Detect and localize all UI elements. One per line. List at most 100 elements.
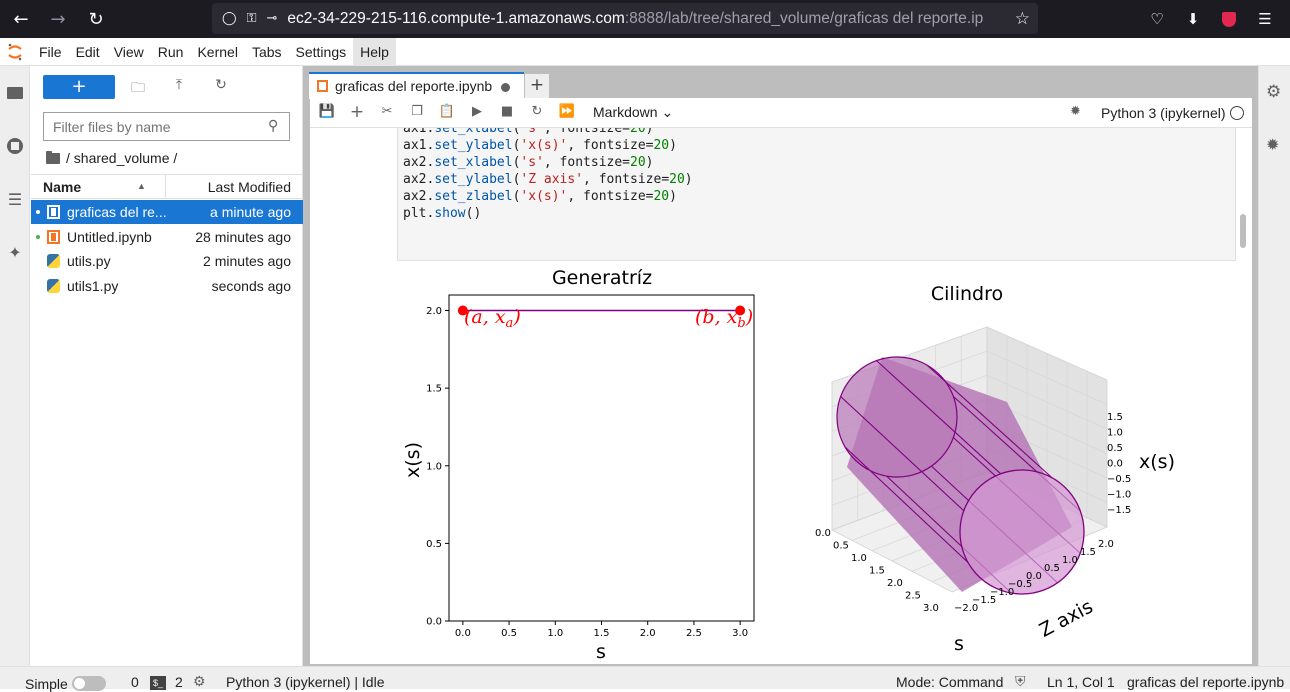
new-folder-icon[interactable]: 🗀 (131, 80, 145, 96)
url-text: ec2-34-229-215-116.compute-1.amazonaws.c… (287, 9, 984, 27)
y-tick-label: −0.5 (1008, 579, 1032, 590)
y-tick-label: −2.0 (954, 603, 978, 614)
tab-notebook[interactable]: graficas del reporte.ipynb (309, 72, 524, 99)
x-tick-label: 2.0 (887, 578, 903, 589)
menu-tabs[interactable]: Tabs (251, 43, 282, 60)
back-arrow-icon[interactable]: ← (13, 8, 29, 30)
column-name[interactable]: Name (43, 179, 82, 195)
kernel-name[interactable]: Python 3 (ipykernel) (1101, 105, 1226, 121)
add-tab-button[interactable]: + (525, 74, 549, 98)
menu-view[interactable]: View (113, 43, 144, 60)
generatriz-plot: Generatríz 0.0 0.5 1.0 1.5 2.0 2.5 3.0 0.0 0.5 1.… (402, 267, 755, 662)
fast-forward-icon[interactable]: ⏩ (558, 104, 576, 119)
terminal-count[interactable]: 0 (131, 674, 139, 690)
url-bar[interactable]: ◯ ⚿ ⊸ ec2-34-229-215-116.compute-1.amazo… (212, 3, 1038, 34)
property-inspector-icon[interactable]: ⚙ (1266, 82, 1282, 102)
lock-icon: ⚿ (246, 11, 257, 26)
code-text[interactable]: ax1.set_xlabel('s', fontsize=20) ax1.set… (403, 128, 693, 221)
bookmark-star-icon[interactable]: ☆ (1014, 9, 1030, 29)
file-row[interactable]: utils1.py seconds ago (31, 274, 303, 298)
cilindro-zlabel: x(s) (1139, 451, 1175, 473)
file-row[interactable]: Untitled.ipynb 28 minutes ago (31, 225, 303, 249)
file-row[interactable]: utils.py 2 minutes ago (31, 249, 303, 273)
generatriz-title: Generatríz (552, 267, 652, 289)
debugger-bug-icon[interactable]: ✹ (1266, 135, 1280, 154)
simple-mode-toggle[interactable] (72, 676, 106, 691)
column-last-modified[interactable]: Last Modified (207, 179, 291, 195)
running-icon[interactable] (4, 135, 26, 157)
x-tick-label: 1.0 (851, 553, 867, 564)
status-dot (36, 210, 40, 214)
right-activity-bar: ⚙ ✹ (1258, 66, 1290, 666)
toc-icon[interactable]: ☰ (7, 189, 23, 209)
menu-help[interactable]: Help (353, 37, 396, 66)
y-tick-label: −1.0 (990, 587, 1014, 598)
surface-ruling (844, 446, 969, 564)
save-icon[interactable]: 💾 (318, 104, 336, 119)
kernel-status-text[interactable]: Python 3 (ipykernel) | Idle (226, 674, 385, 690)
cilindro-plot: Cilindro 0.00.51.01.52.02.53.0 −2.0−1.5−1… (815, 283, 1175, 655)
cursor-position[interactable]: Ln 1, Col 1 (1047, 674, 1115, 690)
insert-cell-icon[interactable]: + (349, 102, 365, 122)
x-tick-label: 1.5 (594, 628, 610, 639)
menu-kernel[interactable]: Kernel (197, 43, 238, 60)
z-tick-label: −1.5 (1107, 505, 1131, 516)
file-row[interactable]: graficas del re... a minute ago (31, 200, 303, 224)
plot-output: Generatríz 0.0 0.5 1.0 1.5 2.0 2.5 3.00.00.51.… (402, 267, 1175, 662)
breadcrumb[interactable]: / shared_volume / (46, 148, 177, 168)
x-tick-label: 0.0 (455, 628, 471, 639)
menu-file[interactable]: File (39, 43, 62, 60)
file-name: utils1.py (67, 277, 119, 294)
filter-files-input[interactable] (43, 112, 290, 141)
x-tick-label: 0.0 (815, 528, 831, 539)
mode-indicator[interactable]: Mode: Command (896, 674, 1004, 690)
menu-edit[interactable]: Edit (75, 43, 100, 60)
main-dock: graficas del reporte.ipynb + 💾 + ✂ ❐ 📋 ▶… (303, 66, 1258, 666)
generatriz-axes-frame (448, 294, 755, 622)
file-name: Untitled.ipynb (67, 228, 152, 245)
x-tick-label: 0.5 (501, 628, 517, 639)
run-icon[interactable]: ▶ (472, 104, 482, 119)
status-dot (36, 234, 40, 239)
forward-arrow-icon[interactable]: → (50, 8, 66, 30)
x-tick-label: 2.5 (905, 591, 921, 602)
new-launcher-button[interactable]: + (43, 75, 115, 99)
x-tick-label: 0.5 (833, 541, 849, 552)
y-tick-label: 0.0 (426, 617, 442, 628)
z-tick-label: 1.5 (1107, 412, 1123, 423)
reload-icon[interactable]: ↻ (88, 8, 104, 30)
menu-run[interactable]: Run (157, 43, 184, 60)
python-icon (47, 254, 60, 268)
cell-type-select[interactable]: Markdown ⌄ (593, 104, 674, 120)
listing-header: Name ▲ Last Modified (31, 174, 303, 199)
python-icon (47, 278, 60, 293)
restart-icon[interactable]: ↻ (531, 104, 543, 119)
pocket-icon[interactable]: ♡ (1150, 10, 1164, 28)
extension-puzzle-icon[interactable]: ✦ (8, 242, 22, 262)
cut-icon[interactable]: ✂ (381, 104, 393, 119)
notebook-panel: 💾 + ✂ ❐ 📋 ▶ ■ ↻ ⏩ Markdown ⌄ ✹ Python 3 … (310, 98, 1252, 664)
paste-icon[interactable]: 📋 (438, 104, 456, 119)
stop-icon[interactable]: ■ (500, 104, 514, 119)
refresh-icon[interactable]: ↻ (215, 77, 227, 93)
code-cell[interactable]: ax1.set_xlabel('s', fontsize=20) ax1.set… (397, 128, 1236, 261)
downloads-icon[interactable]: ⬇ (1186, 10, 1200, 28)
upload-icon[interactable]: ⤒ (175, 77, 183, 93)
copy-icon[interactable]: ❐ (411, 104, 423, 119)
hamburger-menu-icon[interactable]: ☰ (1258, 10, 1272, 28)
debugger-bug-icon[interactable]: ✹ (1070, 104, 1081, 119)
generatriz-xlabel: s (596, 641, 606, 662)
menu-settings[interactable]: Settings (295, 43, 347, 60)
z-tick-label: −1.0 (1107, 490, 1131, 501)
menubar: File Edit View Run Kernel Tabs Settings … (0, 37, 1290, 66)
folder-icon[interactable] (4, 82, 26, 104)
extension-shield-icon[interactable] (1214, 4, 1244, 34)
surface-ruling (840, 396, 965, 512)
unsaved-dot-icon[interactable] (501, 83, 510, 92)
cylinder-front-cap (959, 469, 1085, 595)
scrollbar[interactable] (1240, 214, 1246, 248)
file-modified: a minute ago (210, 204, 291, 220)
kernel-count[interactable]: 2 (175, 674, 183, 690)
notebook-icon (47, 229, 60, 244)
cylinder-surface (836, 356, 1085, 595)
